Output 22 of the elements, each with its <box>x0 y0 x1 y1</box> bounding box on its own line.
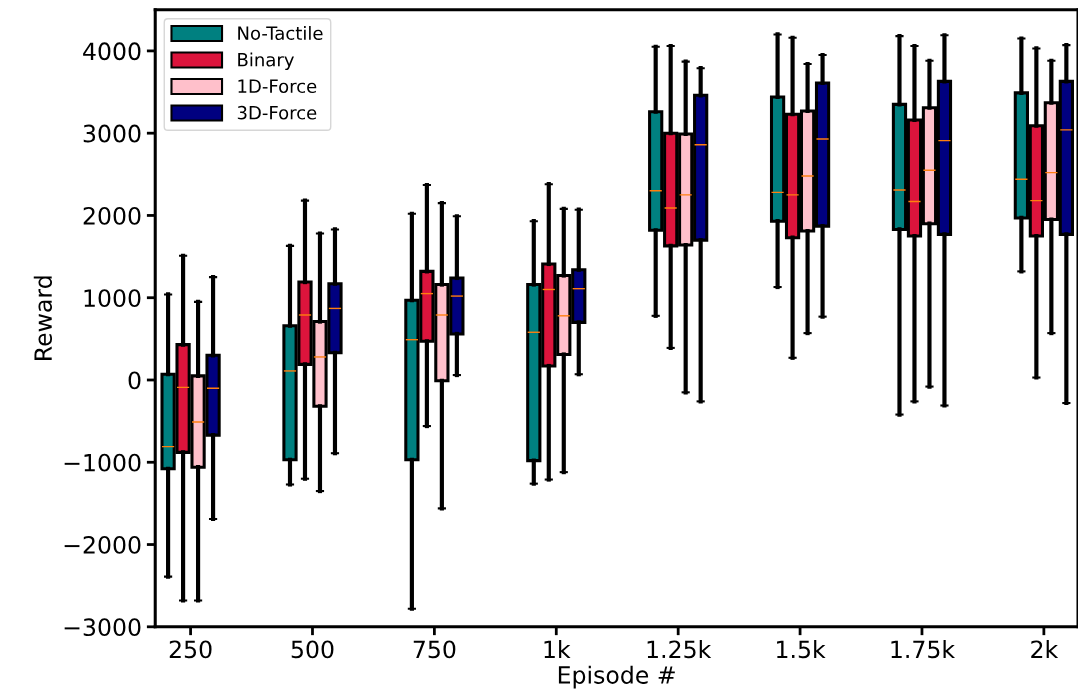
y-tick-label: −2000 <box>64 535 141 554</box>
y-tick-label: 3000 <box>83 124 141 143</box>
y-tick-label: −1000 <box>64 453 141 472</box>
x-tick-label: 1.5k <box>777 640 826 659</box>
x-tick-label: 1k <box>544 640 571 658</box>
x-tick-label: 750 <box>413 640 456 659</box>
legend-label: 3D-Force <box>237 105 317 120</box>
x-tick-label: 1.25k <box>647 640 712 659</box>
x-tick-label: 250 <box>169 640 212 659</box>
x-tick-label: 2k <box>1031 640 1059 658</box>
x-tick-label: 1.75k <box>891 640 956 659</box>
legend-label: Binary <box>238 52 294 70</box>
legend-label: No-Tactile <box>238 26 323 40</box>
y-tick-label: 4000 <box>83 42 141 61</box>
y-tick-label: 0 <box>128 371 141 390</box>
y-tick-label: 1000 <box>84 289 141 308</box>
y-tick-label: −3000 <box>64 618 141 637</box>
y-axis-title: Reward <box>33 276 53 360</box>
y-tick-label: 2000 <box>83 206 141 225</box>
x-axis-title: Episode # <box>558 665 675 689</box>
x-tick-label: 500 <box>291 640 334 659</box>
legend-label: 1D-Force <box>238 79 317 94</box>
